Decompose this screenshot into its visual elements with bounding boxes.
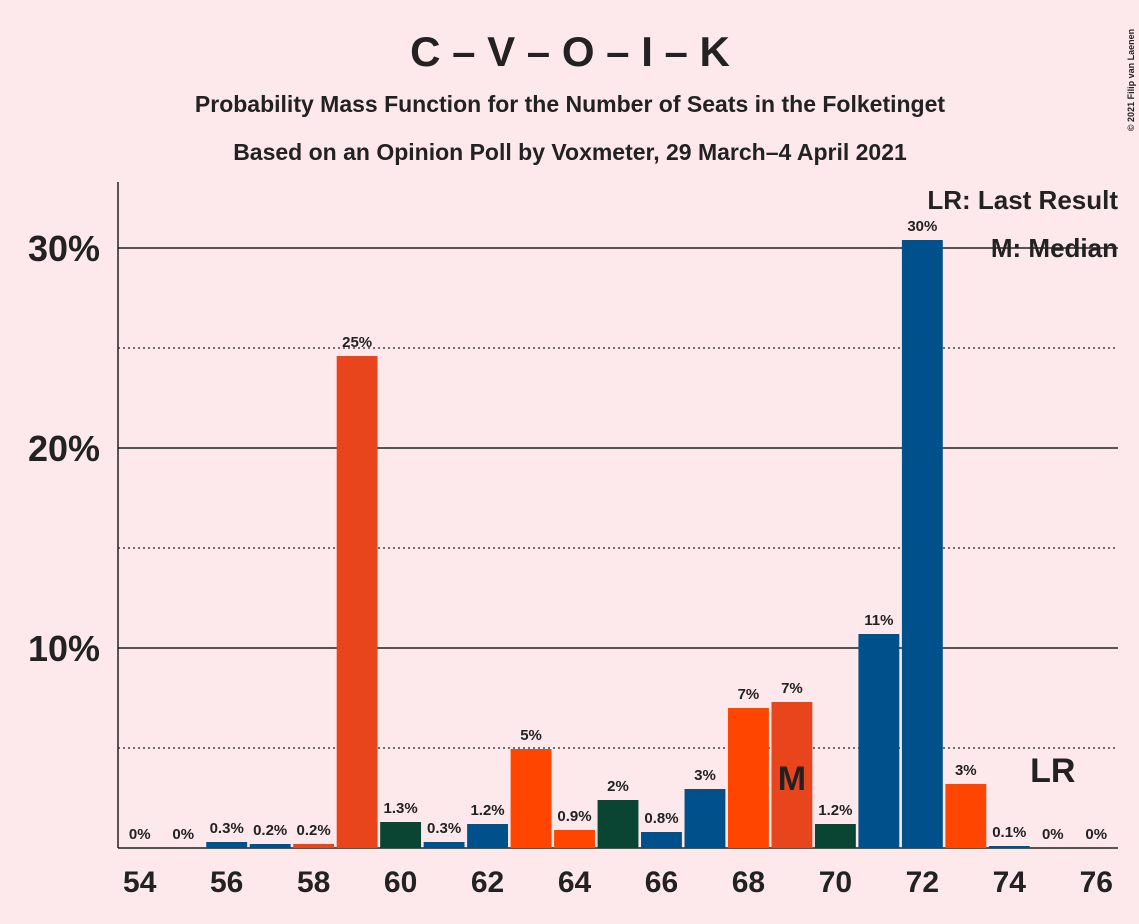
chart-subtitle: Based on an Opinion Poll by Voxmeter, 29… (233, 139, 907, 165)
chart-subtitle: Probability Mass Function for the Number… (195, 91, 945, 117)
value-label: 0% (1085, 826, 1107, 843)
x-tick-label: 60 (384, 866, 417, 899)
bar (467, 824, 508, 848)
value-label: 5% (520, 727, 542, 744)
value-label: 7% (781, 680, 803, 697)
value-label: 30% (907, 218, 937, 235)
value-label: 0.2% (297, 822, 331, 839)
value-label: 7% (738, 686, 760, 703)
bar (423, 842, 465, 848)
copyright: © 2021 Filip van Laenen (1126, 29, 1136, 131)
y-tick-label: 30% (28, 228, 100, 269)
bar (814, 824, 856, 848)
legend-entry: LR: Last Result (927, 185, 1118, 215)
x-tick-label: 58 (297, 866, 330, 899)
value-label: 3% (955, 762, 977, 779)
x-tick-label: 70 (819, 866, 852, 899)
bar (597, 800, 639, 848)
value-label: 0% (1042, 826, 1064, 843)
value-label: 0.8% (644, 810, 678, 827)
value-label: 3% (694, 767, 716, 784)
bar (945, 784, 987, 848)
bar (901, 240, 943, 848)
x-tick-label: 72 (906, 866, 939, 899)
value-label: 1.2% (818, 802, 852, 819)
bar (510, 749, 552, 848)
value-label: 1.2% (470, 802, 504, 819)
value-label: 0.3% (427, 820, 461, 837)
bar (554, 830, 595, 848)
legend-entry: M: Median (991, 233, 1118, 263)
value-label: 0.1% (992, 824, 1026, 841)
median-marker: M (778, 760, 806, 798)
value-label: 25% (342, 334, 372, 351)
bar (641, 832, 682, 848)
x-tick-label: 66 (645, 866, 678, 899)
value-label: 0.2% (253, 822, 287, 839)
bar (684, 789, 726, 848)
last-result-marker: LR (1030, 752, 1075, 790)
bar (858, 634, 900, 848)
value-label: 11% (864, 612, 893, 629)
chart-title: C – V – O – I – K (410, 28, 730, 75)
value-label: 2% (607, 778, 629, 795)
bar (728, 708, 769, 848)
bar (293, 844, 335, 848)
x-tick-label: 64 (558, 866, 592, 899)
x-tick-label: 68 (732, 866, 765, 899)
x-tick-label: 56 (210, 866, 243, 899)
x-tick-label: 74 (993, 866, 1027, 899)
bar (380, 822, 422, 848)
bar (988, 846, 1030, 848)
x-tick-label: 54 (123, 866, 157, 899)
bar (771, 702, 813, 848)
value-label: 0% (129, 826, 151, 843)
value-label: 0.9% (557, 808, 591, 825)
x-tick-label: 62 (471, 866, 504, 899)
bar (206, 842, 248, 848)
value-label: 0.3% (210, 820, 244, 837)
x-tick-label: 76 (1080, 866, 1113, 899)
y-tick-label: 10% (28, 628, 100, 669)
value-label: 1.3% (384, 800, 418, 817)
value-label: 0% (172, 826, 194, 843)
bar (336, 356, 378, 848)
y-tick-label: 20% (28, 428, 100, 469)
bar (249, 844, 291, 848)
